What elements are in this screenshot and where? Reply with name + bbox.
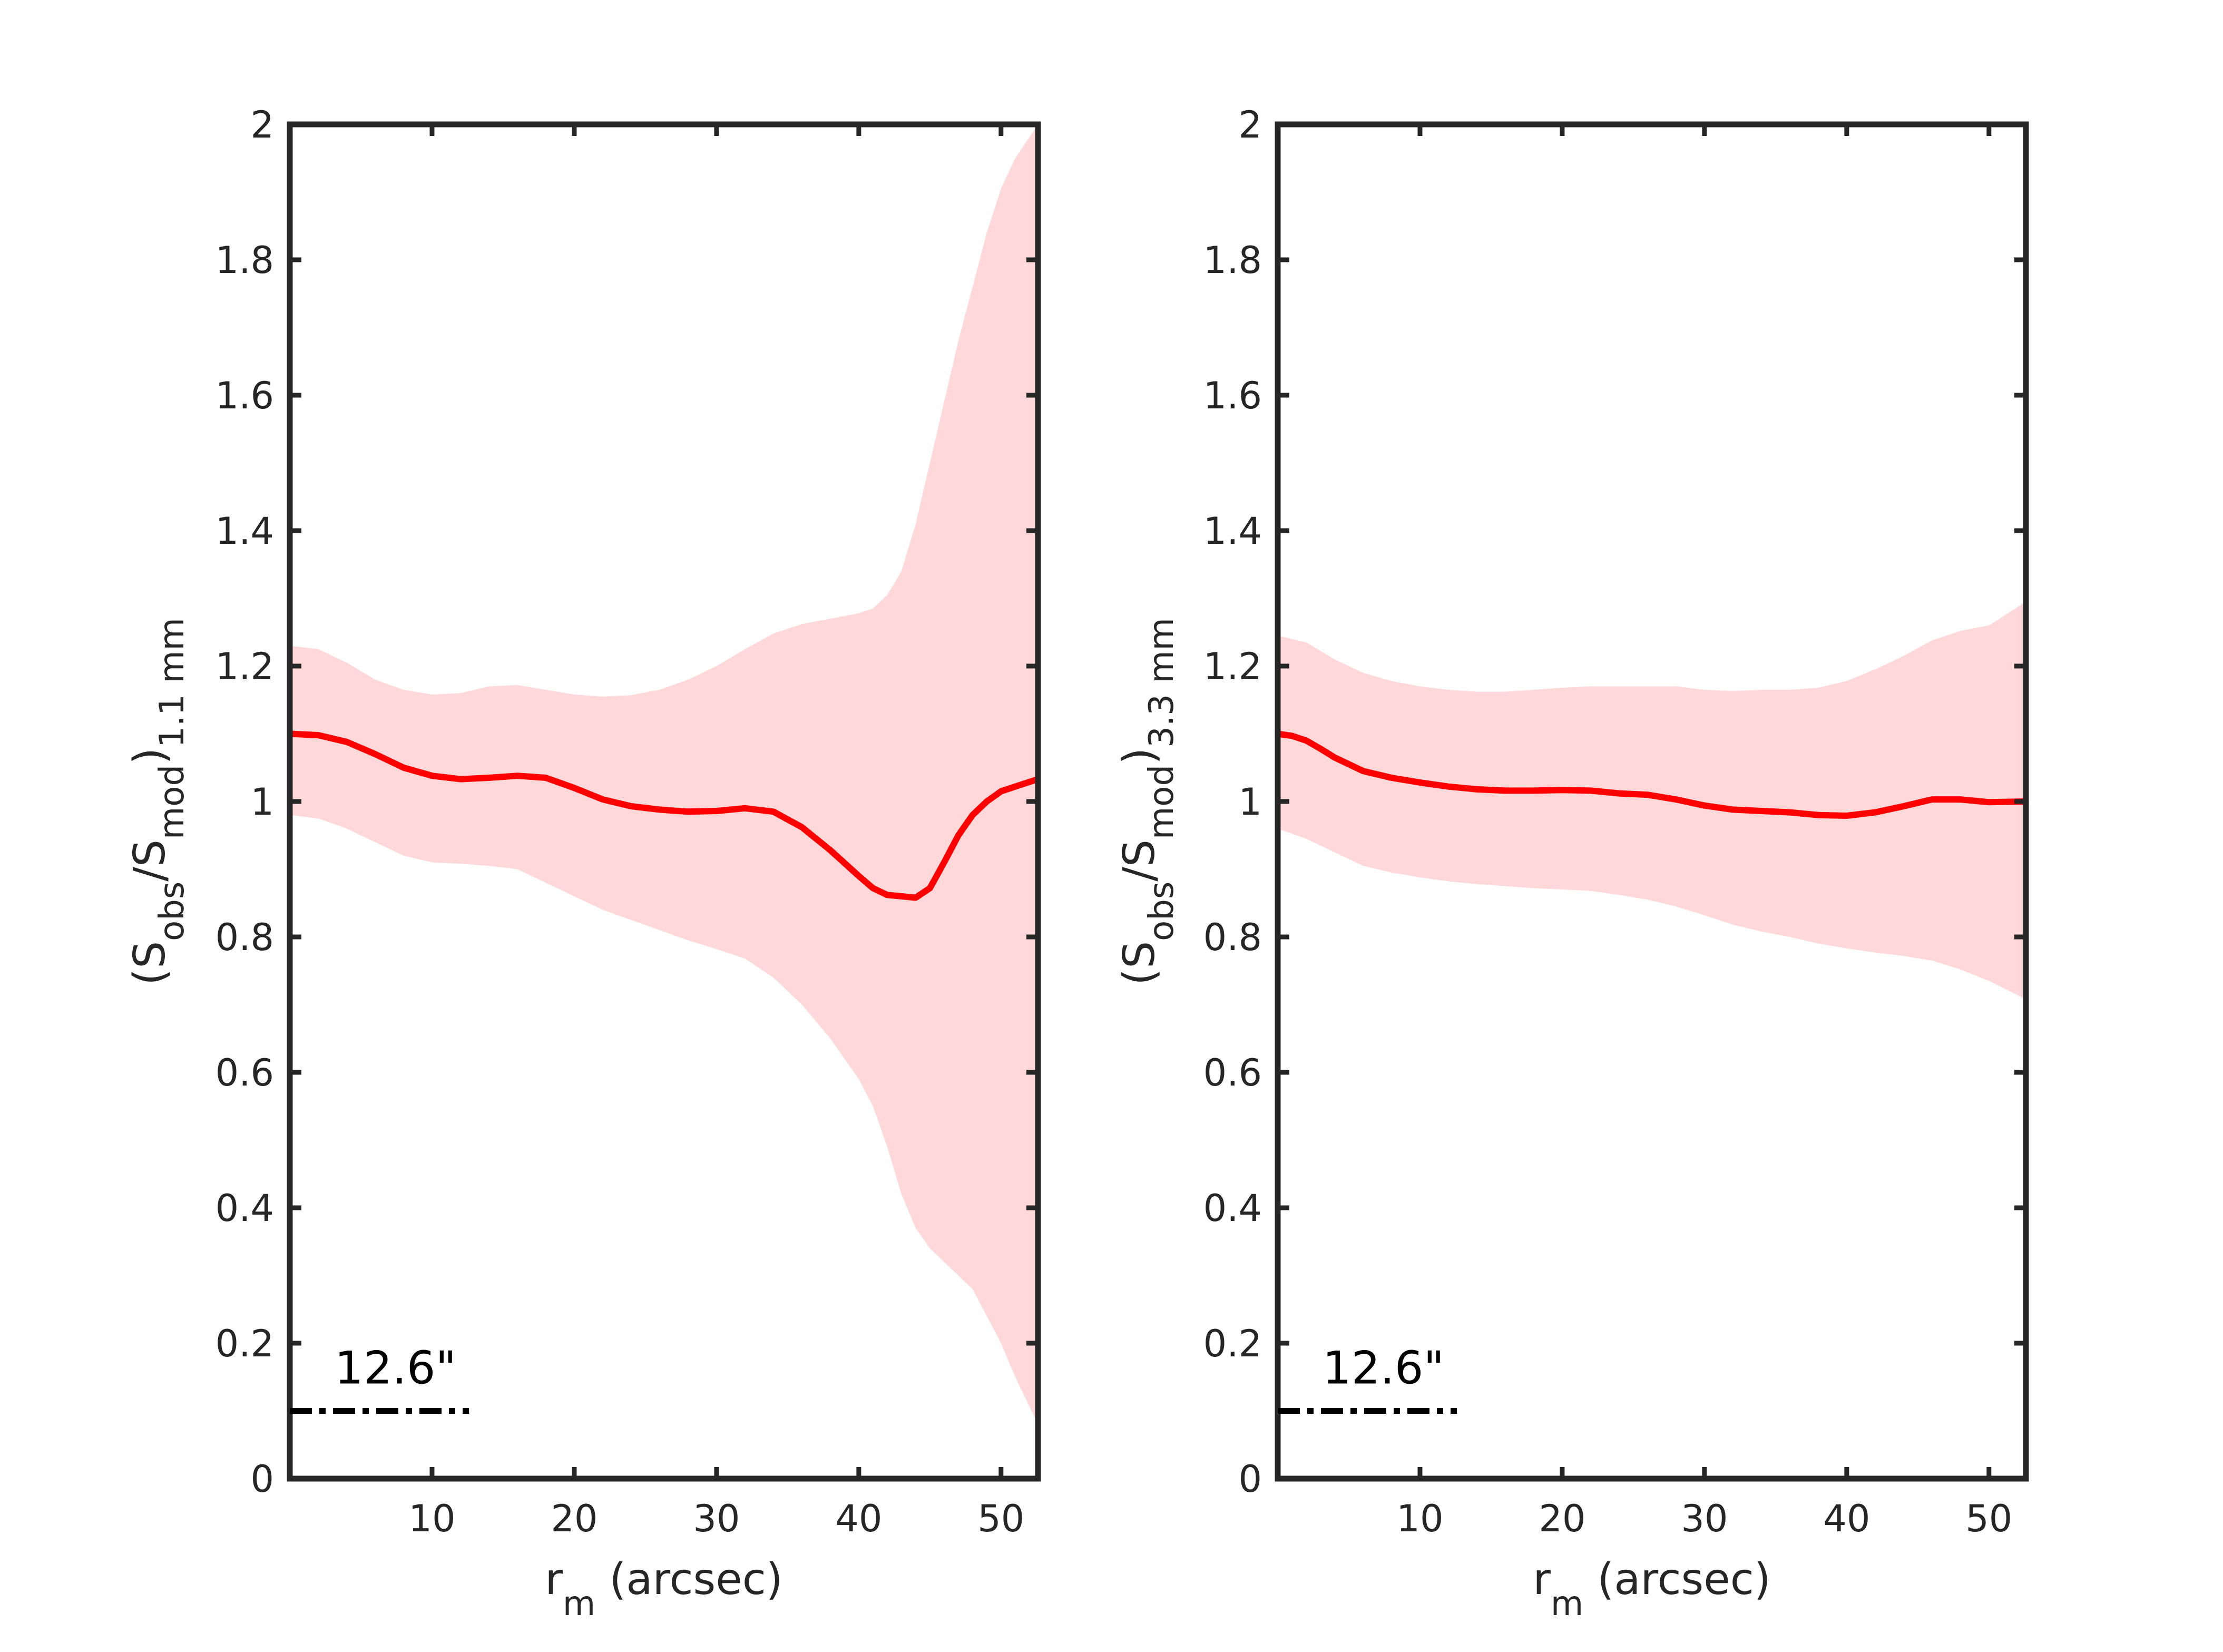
right-x-tick-label: 20 bbox=[1539, 1497, 1585, 1540]
right-panel: 10 20 30 40 50 0 0.2 0.4 0.6 0.8 1 1.2 1.4 1.6 1.8 2 rm… bbox=[1114, 103, 2029, 1624]
left-y-tick-label: 1.4 bbox=[216, 510, 274, 553]
left-y-tick-label: 0.2 bbox=[216, 1322, 274, 1365]
right-y-tick-label: 2 bbox=[1238, 103, 1262, 146]
right-y-tick-label: 1.8 bbox=[1203, 239, 1262, 282]
right-series-ratio bbox=[1278, 730, 2026, 819]
left-y-tick-label: 1 bbox=[250, 780, 274, 824]
left-y-tick-label: 0.4 bbox=[216, 1187, 274, 1230]
right-y-tick-label: 0.2 bbox=[1203, 1322, 1262, 1365]
left-beam-label: 12.6" bbox=[335, 1342, 456, 1395]
right-y-tick-label: 1.4 bbox=[1203, 510, 1262, 553]
left-series-ratio bbox=[290, 730, 1038, 901]
right-tick-labels: 10 20 30 40 50 0 0.2 0.4 0.6 0.8 1 1.2 1.4 1.6 1.8 2 bbox=[1203, 103, 2013, 1540]
left-y-tick-label: 1.2 bbox=[216, 645, 274, 688]
left-x-tick-label: 40 bbox=[835, 1497, 882, 1540]
left-plot-area bbox=[290, 124, 1038, 1425]
right-y-tick-label: 1.6 bbox=[1203, 374, 1262, 417]
right-y-tick-label: 0.6 bbox=[1203, 1051, 1262, 1094]
right-y-tick-label: 0.4 bbox=[1203, 1187, 1262, 1230]
right-plot-area bbox=[1278, 601, 2026, 1000]
right-x-tick-label: 30 bbox=[1681, 1497, 1728, 1540]
left-y-tick-label: 0.6 bbox=[216, 1051, 274, 1094]
left-uncertainty-band bbox=[290, 124, 1038, 1425]
right-x-tick-label: 10 bbox=[1396, 1497, 1443, 1540]
right-y-tick-label: 0.8 bbox=[1203, 916, 1262, 959]
left-x-tick-label: 30 bbox=[693, 1497, 740, 1540]
left-tick-labels: 10 20 30 40 50 0 0.2 0.4 0.6 0.8 1 1.2 1.4 1.6 1.8 2 bbox=[216, 103, 1025, 1540]
left-y-tick-label: 0.8 bbox=[216, 916, 274, 959]
left-y-tick-label: 0 bbox=[250, 1458, 274, 1501]
right-y-axis-label: (Sobs/Smod)3.3 mm bbox=[1114, 618, 1181, 985]
left-x-tick-label: 10 bbox=[408, 1497, 455, 1540]
right-uncertainty-band bbox=[1278, 601, 2026, 1000]
right-x-tick-label: 40 bbox=[1823, 1497, 1870, 1540]
left-y-tick-label: 1.8 bbox=[216, 239, 274, 282]
right-y-tick-label: 1 bbox=[1238, 780, 1262, 824]
right-beam-label: 12.6" bbox=[1323, 1342, 1444, 1395]
left-axes-frame bbox=[287, 121, 1041, 1482]
left-y-axis-label: (Sobs/Smod)1.1 mm bbox=[125, 618, 192, 985]
left-y-tick-label: 2 bbox=[250, 103, 274, 146]
right-axes-frame bbox=[1275, 121, 2029, 1482]
left-x-axis-label: rm (arcsec) bbox=[545, 1555, 783, 1624]
left-y-tick-label: 1.6 bbox=[216, 374, 274, 417]
right-y-tick-label: 0 bbox=[1238, 1458, 1262, 1501]
left-x-tick-label: 50 bbox=[977, 1497, 1024, 1540]
left-panel: 10 20 30 40 50 0 0.2 0.4 0.6 0.8 1 1.2 1.4 1.6 1.8 2 rm… bbox=[125, 103, 1041, 1624]
right-y-tick-label: 1.2 bbox=[1203, 645, 1262, 688]
left-x-tick-label: 20 bbox=[551, 1497, 598, 1540]
right-x-tick-label: 50 bbox=[1965, 1497, 2012, 1540]
right-x-axis-label: rm (arcsec) bbox=[1533, 1555, 1771, 1624]
